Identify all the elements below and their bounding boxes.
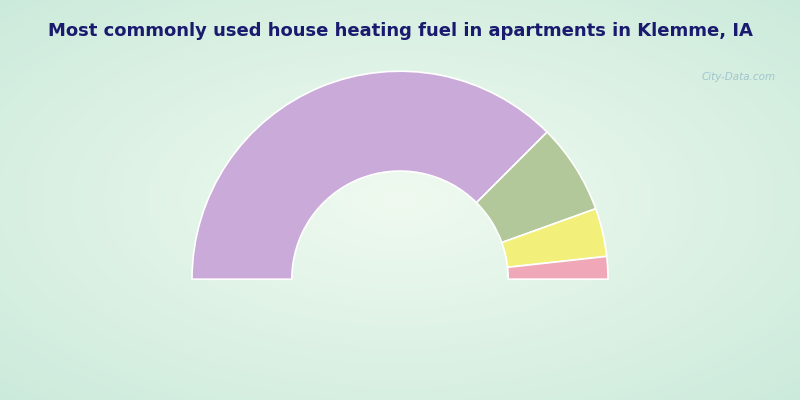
Wedge shape: [507, 256, 608, 279]
Wedge shape: [477, 132, 596, 242]
Wedge shape: [502, 209, 606, 267]
Text: City-Data.com: City-Data.com: [702, 72, 776, 82]
Wedge shape: [192, 71, 547, 279]
Text: Most commonly used house heating fuel in apartments in Klemme, IA: Most commonly used house heating fuel in…: [47, 22, 753, 40]
